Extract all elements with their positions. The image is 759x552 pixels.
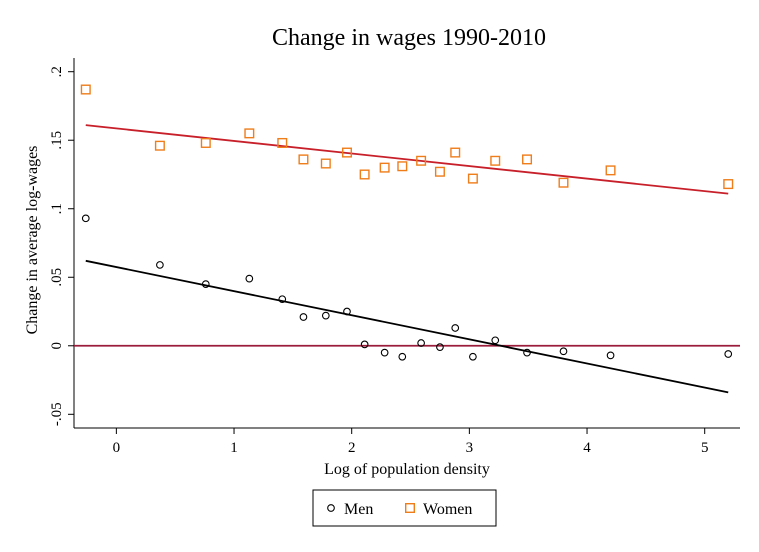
- men-point: [724, 350, 733, 358]
- women-point: [397, 161, 408, 172]
- men-point: [417, 339, 425, 347]
- men-point: [398, 352, 407, 361]
- men-point: [156, 261, 164, 269]
- men-point: [606, 351, 615, 360]
- men-point: [321, 311, 330, 320]
- y-tick-label: .05: [49, 268, 65, 287]
- men-point: [436, 343, 444, 351]
- men-point: [469, 352, 477, 361]
- x-tick-label: 2: [348, 440, 356, 456]
- women-point: [605, 165, 616, 176]
- x-tick-label: 3: [466, 440, 474, 456]
- men-point: [451, 324, 460, 332]
- men-point: [343, 307, 351, 316]
- women-point: [379, 162, 390, 173]
- women-point: [244, 128, 255, 139]
- legend-marker-women: [405, 503, 416, 514]
- women-point: [467, 173, 478, 184]
- women-point: [522, 154, 533, 165]
- x-tick-label: 1: [230, 440, 238, 456]
- men-point: [559, 347, 568, 356]
- men-point: [360, 340, 369, 349]
- y-tick-label: .15: [49, 131, 65, 150]
- men-point: [245, 274, 254, 283]
- y-tick-label: -.05: [49, 402, 65, 426]
- women-fit-line: [85, 124, 729, 195]
- legend-marker-men: [327, 504, 335, 512]
- men-point: [278, 295, 287, 304]
- women-point: [200, 137, 211, 148]
- men-point: [299, 313, 308, 321]
- x-tick-label: 0: [113, 440, 121, 456]
- women-point: [341, 147, 352, 158]
- y-tick-label: .2: [49, 66, 65, 77]
- x-tick-label: 5: [701, 440, 709, 456]
- x-tick-label: 4: [583, 440, 591, 456]
- plot-area: 0 1 2 3 4 5 -.05 0 .05 .1 .15 .2: [49, 58, 740, 456]
- y-tick-label: .1: [49, 203, 65, 214]
- women-point: [154, 140, 165, 151]
- women-point: [359, 169, 370, 180]
- legend-label-men: Men: [344, 501, 373, 518]
- women-point: [298, 154, 309, 165]
- men-point: [81, 214, 90, 223]
- men-point: [491, 336, 500, 345]
- men-point: [380, 348, 389, 357]
- women-point: [434, 166, 445, 177]
- men-fit-line: [85, 259, 729, 394]
- legend: Men Women: [312, 489, 497, 527]
- women-point: [723, 179, 734, 190]
- chart-title: Change in wages 1990-2010: [272, 25, 546, 51]
- men-point: [201, 280, 210, 288]
- women-point: [80, 84, 91, 95]
- legend-box: [312, 489, 497, 527]
- men-point: [523, 348, 531, 357]
- y-tick-label: 0: [49, 342, 65, 350]
- x-axis-label: Log of population density: [324, 461, 490, 478]
- women-point: [277, 137, 288, 148]
- women-point: [490, 155, 501, 166]
- women-point: [320, 158, 331, 169]
- women-point: [450, 147, 461, 158]
- y-axis-label: Change in average log-wages: [24, 146, 41, 335]
- legend-label-women: Women: [423, 501, 472, 518]
- women-point: [558, 177, 569, 188]
- women-point: [416, 155, 427, 166]
